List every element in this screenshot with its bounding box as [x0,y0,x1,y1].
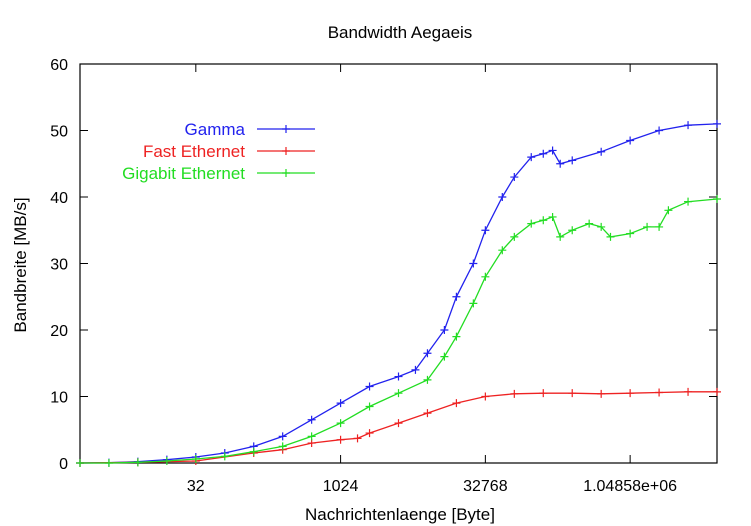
data-point-fast-ethernet [510,389,519,398]
data-point-gigabit-ethernet [548,212,557,221]
data-point-gigabit-ethernet [606,232,615,241]
data-point-fast-ethernet [365,429,374,438]
data-point-gigabit-ethernet [556,232,565,241]
data-point-gamma [481,226,490,235]
data-point-gigabit-ethernet [655,222,664,231]
data-point-gigabit-ethernet [539,216,548,225]
data-point-fast-ethernet [626,389,635,398]
plot-frame [79,63,718,464]
data-point-fast-ethernet [481,392,490,401]
legend-label: Fast Ethernet [143,142,245,161]
data-point-gigabit-ethernet [104,459,113,467]
data-point-gamma [568,156,577,165]
data-point-gamma [365,382,374,391]
chart-title: Bandwidth Aegaeis [328,23,473,42]
data-point-gamma [440,326,449,334]
data-point-fast-ethernet [568,389,577,398]
data-point-gamma [469,259,478,268]
data-point-fast-ethernet [655,388,664,397]
data-point-gigabit-ethernet [498,246,507,255]
data-point-gigabit-ethernet [76,459,84,467]
series-gigabit-ethernet [76,194,721,467]
data-point-gigabit-ethernet [249,447,258,456]
data-point-gigabit-ethernet [394,389,403,398]
data-point-gigabit-ethernet [365,402,374,411]
legend-marker [282,169,290,177]
data-point-gigabit-ethernet [469,299,478,308]
data-point-gamma [655,126,664,135]
data-point-gigabit-ethernet [452,332,461,341]
data-point-gigabit-ethernet [336,419,345,428]
legend-label: Gamma [185,120,246,139]
data-point-fast-ethernet [713,387,721,396]
data-point-gigabit-ethernet [626,229,635,238]
data-point-gigabit-ethernet [307,432,316,441]
data-point-gigabit-ethernet [568,226,577,235]
data-point-fast-ethernet [336,435,345,444]
data-point-gamma [411,365,420,374]
data-point-fast-ethernet [353,434,362,443]
data-point-gigabit-ethernet [278,442,287,451]
data-point-gigabit-ethernet [133,458,142,467]
y-tick-label: 60 [50,57,68,74]
x-tick-label: 32768 [463,478,508,495]
data-point-gigabit-ethernet [713,194,721,203]
series-fast-ethernet [76,387,721,467]
data-point-gamma [539,149,548,158]
data-point-gigabit-ethernet [191,455,200,464]
data-point-gamma [278,432,287,441]
data-point-fast-ethernet [684,387,693,396]
data-point-gigabit-ethernet [481,272,490,281]
data-point-gamma [394,372,403,381]
data-point-fast-ethernet [394,419,403,428]
legend-marker [282,125,290,133]
data-point-gamma [336,399,345,408]
data-point-gamma [307,415,316,424]
data-point-gigabit-ethernet [585,219,594,228]
data-point-gigabit-ethernet [423,375,432,384]
y-tick-label: 20 [50,323,68,340]
data-point-gigabit-ethernet [597,222,606,231]
x-tick-label: 1.04858e+06 [583,478,677,495]
legend-marker [282,147,290,155]
y-tick-label: 30 [50,257,68,274]
data-point-gamma [626,136,635,145]
data-point-gamma [527,153,536,162]
data-point-gigabit-ethernet [643,222,652,231]
y-tick-label: 50 [50,124,68,141]
legend-label: Gigabit Ethernet [122,164,245,183]
data-point-gigabit-ethernet [162,457,171,466]
data-point-gigabit-ethernet [440,352,449,361]
y-tick-label: 0 [59,456,68,473]
data-point-gamma [548,146,557,155]
data-point-gamma [597,147,606,156]
data-point-gamma [713,119,721,128]
x-axis-label: Nachrichtenlaenge [Byte] [305,505,495,524]
data-point-gamma [684,121,693,130]
data-point-gamma [498,193,507,201]
y-tick-label: 10 [50,390,68,407]
data-point-gamma [423,349,432,358]
data-point-fast-ethernet [452,399,461,408]
y-tick-label: 40 [50,190,68,207]
data-point-gigabit-ethernet [510,232,519,241]
data-point-gigabit-ethernet [220,452,229,461]
data-point-fast-ethernet [539,389,548,398]
x-tick-label: 1024 [323,478,359,495]
data-point-fast-ethernet [597,389,606,398]
series-line-fast-ethernet [79,391,717,464]
data-point-gamma [556,159,565,168]
data-point-gamma [452,292,461,301]
data-point-fast-ethernet [423,409,432,418]
data-point-gamma [510,173,519,182]
y-axis-label: Bandbreite [MB/s] [11,197,30,332]
data-point-gigabit-ethernet [684,197,693,206]
data-point-gigabit-ethernet [527,219,536,228]
data-point-gigabit-ethernet [664,206,673,215]
x-tick-label: 32 [187,478,205,495]
series-line-gamma [79,123,718,464]
